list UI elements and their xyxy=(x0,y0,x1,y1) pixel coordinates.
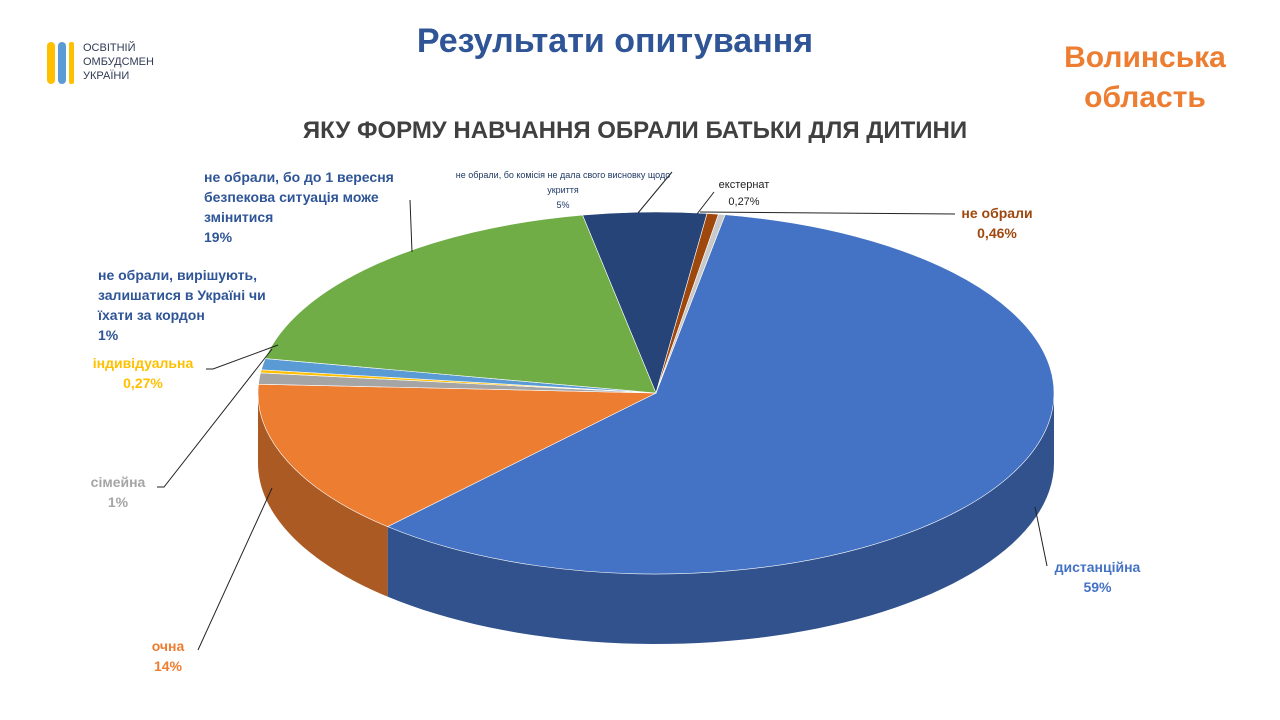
leader-line xyxy=(206,344,279,370)
category-label: не обрали, бо до 1 вересня безпекова сит… xyxy=(204,169,394,225)
slice xyxy=(386,214,1055,575)
data-label: не обрали, бо комісія не дала свого висн… xyxy=(452,168,674,213)
leader-line xyxy=(197,487,273,651)
value-label: 5% xyxy=(556,200,570,210)
value-label: 14% xyxy=(153,658,183,674)
category-label: дистанційна xyxy=(1054,559,1141,575)
leader-line xyxy=(696,191,715,215)
logo-bar xyxy=(58,42,66,84)
category-label: сімейна xyxy=(90,474,146,490)
leader-line xyxy=(699,211,956,215)
logo-text: ОМБУДСМЕН xyxy=(83,56,154,68)
value-label: 59% xyxy=(1083,579,1112,595)
value-label: 0,27% xyxy=(123,375,163,391)
data-label: не обрали, вирішують, залишатися в Украї… xyxy=(98,265,298,345)
category-label: екстернат xyxy=(718,179,770,191)
value-label: 0,27% xyxy=(728,196,760,208)
leader-line xyxy=(637,171,673,214)
logo-bar xyxy=(69,42,74,84)
logo-text: УКРАЇНИ xyxy=(83,70,130,82)
category-label: не обрали, вирішують, залишатися в Украї… xyxy=(98,267,266,323)
category-label: очна xyxy=(151,638,185,654)
category-label: не обрали, бо комісія не дала свого висн… xyxy=(455,170,671,195)
slice-side xyxy=(258,393,388,597)
logo-text: ОСВІТНІЙ xyxy=(83,42,136,54)
slice-side xyxy=(387,393,1054,644)
value-label: 0,46% xyxy=(977,225,1017,241)
chart-title: ЯКУ ФОРМУ НАВЧАННЯ ОБРАЛИ БАТЬКИ ДЛЯ ДИТ… xyxy=(302,117,968,144)
leader-line xyxy=(157,348,273,488)
data-label: сімейна 1% xyxy=(70,472,166,512)
region: Волинська область xyxy=(1064,41,1226,114)
category-label: індивідуальна xyxy=(92,355,194,371)
logo-bar xyxy=(47,42,55,84)
page-title: Результати опитування xyxy=(416,22,814,60)
data-label: дистанційна 59% xyxy=(1040,557,1155,597)
data-label: очна 14% xyxy=(120,636,216,676)
data-label: не обрали, бо до 1 вересня безпекова сит… xyxy=(204,167,414,247)
slice xyxy=(257,383,657,527)
leader-line xyxy=(409,199,413,253)
data-label: індивідуальна 0,27% xyxy=(75,353,211,393)
data-label: не обрали 0,46% xyxy=(935,203,1059,243)
category-label: не обрали xyxy=(961,205,1033,221)
slice xyxy=(655,213,726,394)
value-label: 19% xyxy=(204,229,233,245)
slice xyxy=(264,214,657,394)
value-label: 1% xyxy=(107,494,129,510)
leader-line xyxy=(1034,506,1048,567)
data-label: екстернат 0,27% xyxy=(700,177,788,211)
value-label: 1% xyxy=(98,327,119,343)
